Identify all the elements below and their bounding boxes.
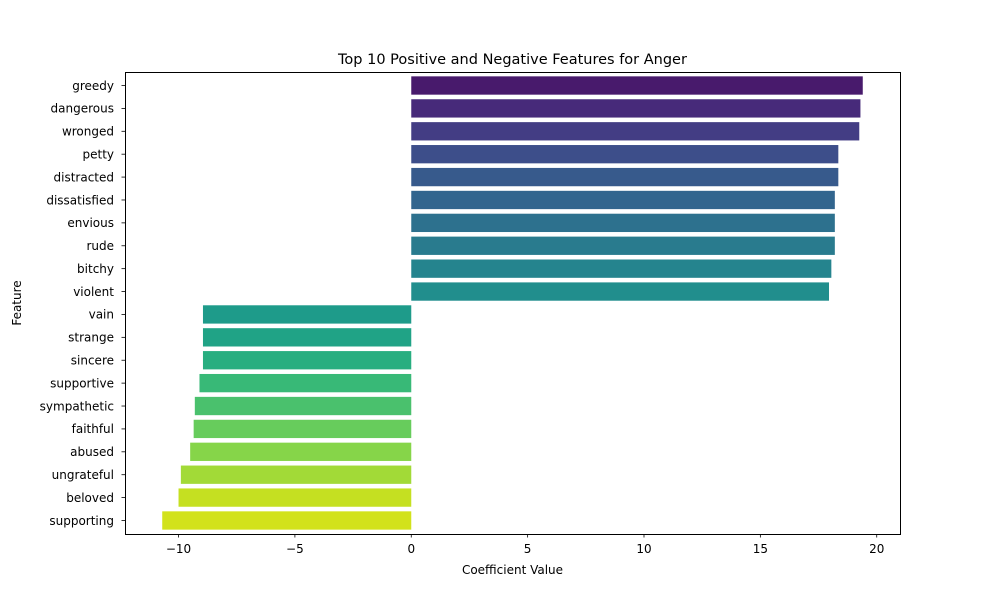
x-tick-label: −5 — [286, 542, 304, 556]
x-tick-label: 20 — [869, 542, 884, 556]
bar-greedy — [411, 76, 863, 95]
y-tick-label: abused — [70, 445, 114, 459]
x-tick-label: 15 — [753, 542, 768, 556]
y-tick-label: strange — [68, 331, 114, 345]
y-tick-label: violent — [73, 285, 114, 299]
bar-vain — [202, 305, 412, 324]
y-tick-label: ungrateful — [52, 468, 114, 482]
bar-sincere — [202, 351, 412, 370]
y-tick-label: wronged — [62, 125, 114, 139]
bar-dangerous — [411, 99, 861, 118]
plot-frame — [125, 72, 901, 535]
bar-beloved — [178, 488, 412, 507]
bar-dissatisfied — [411, 190, 835, 210]
y-tick-label: vain — [89, 308, 114, 322]
bar-supporting — [162, 511, 412, 530]
x-tick-label: 5 — [524, 542, 532, 556]
y-tick-label: greedy — [72, 79, 114, 93]
y-tick-label: rude — [86, 239, 114, 253]
bar-abused — [190, 442, 412, 461]
y-tick-label: distracted — [54, 170, 115, 184]
bar-distracted — [411, 167, 839, 187]
x-tick-label: 10 — [636, 542, 651, 556]
bar-strange — [202, 328, 412, 347]
y-tick-label: supportive — [50, 376, 114, 390]
bars-group — [162, 76, 863, 530]
y-tick-label: sincere — [71, 354, 114, 368]
y-tick-label: dangerous — [51, 102, 114, 116]
x-tick-label: 0 — [407, 542, 415, 556]
x-tick-label: −10 — [166, 542, 191, 556]
y-tick-label: envious — [67, 216, 114, 230]
bar-wronged — [411, 122, 860, 141]
bar-faithful — [193, 419, 412, 439]
bar-violent — [411, 282, 830, 301]
bar-envious — [411, 213, 835, 233]
y-axis-title: Feature — [10, 280, 24, 325]
y-axis: greedy dangerous wronged petty distracted dis… — [40, 79, 125, 528]
bar-sympathetic — [194, 396, 412, 416]
y-tick-label: supporting — [49, 514, 114, 528]
bar-ungrateful — [180, 465, 412, 484]
y-tick-label: dissatisfied — [46, 193, 114, 207]
y-tick-label: beloved — [66, 491, 114, 505]
y-tick-label: sympathetic — [40, 399, 114, 413]
y-tick-label: bitchy — [77, 262, 114, 276]
x-axis-title: Coefficient Value — [462, 563, 563, 577]
y-tick-label: faithful — [72, 422, 114, 436]
bar-supportive — [199, 373, 412, 393]
y-tick-label: petty — [82, 147, 114, 161]
bar-bitchy — [411, 259, 832, 278]
x-axis: −10 −5 0 5 10 15 20 — [166, 534, 884, 556]
bar-rude — [411, 236, 835, 255]
bar-petty — [411, 145, 839, 164]
chart-title: Top 10 Positive and Negative Features fo… — [337, 52, 687, 68]
